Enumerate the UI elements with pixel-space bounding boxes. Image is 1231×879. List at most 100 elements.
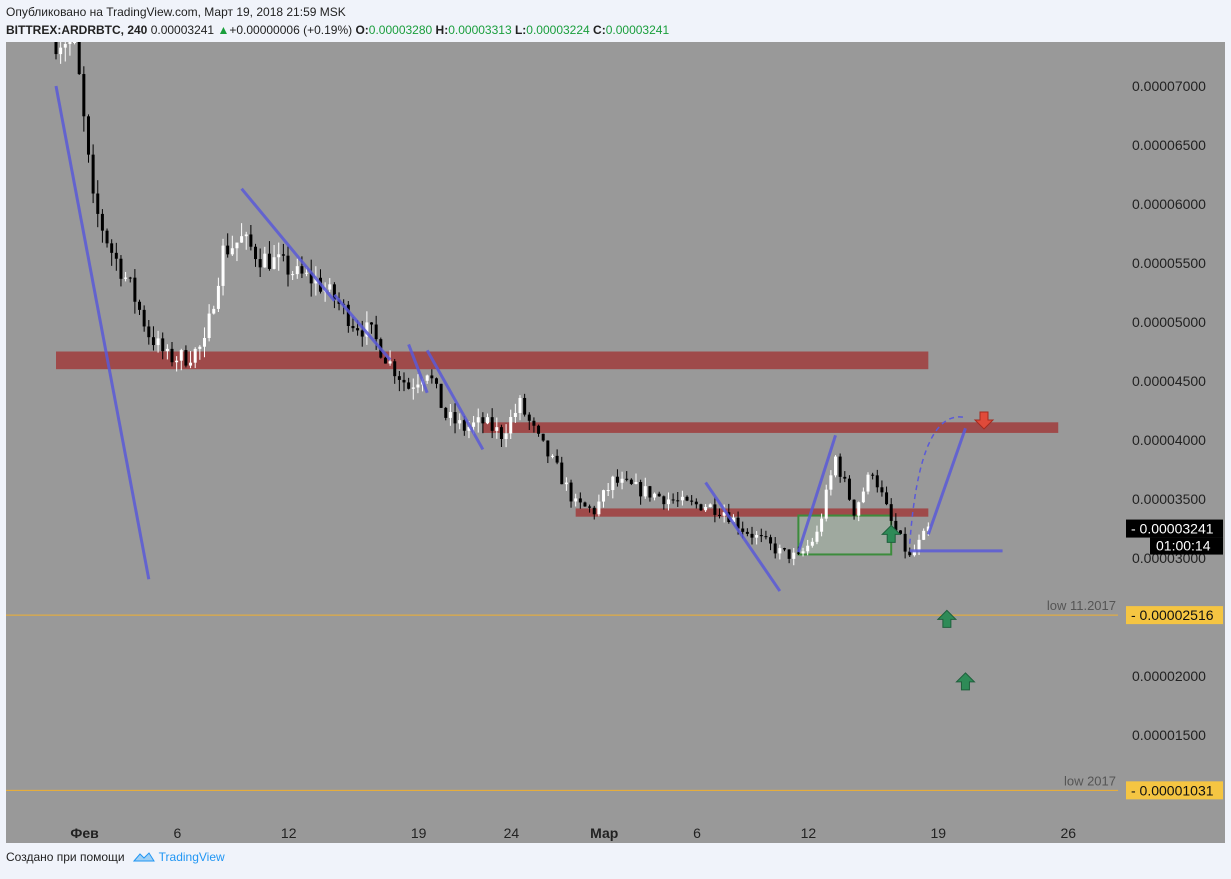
- candle-body: [416, 384, 420, 388]
- candle-body: [885, 492, 889, 505]
- candle-body: [838, 456, 842, 477]
- candle-body: [110, 243, 114, 253]
- candle-body: [439, 383, 443, 408]
- support-line-label-1: low 2017: [1064, 773, 1116, 788]
- candle-body: [782, 548, 786, 550]
- candle-body: [179, 350, 183, 361]
- price-axis[interactable]: [1118, 42, 1225, 843]
- candle-body: [889, 504, 893, 521]
- candle-body: [365, 322, 369, 337]
- candle-body: [694, 501, 698, 505]
- candle-body: [759, 535, 763, 537]
- candle-body: [309, 272, 313, 284]
- candle-body: [388, 361, 392, 364]
- candle-body: [263, 253, 267, 268]
- x-tick-label: 24: [504, 825, 520, 841]
- candle-body: [119, 258, 123, 279]
- candle-body: [114, 252, 118, 259]
- x-tick-label: Фев: [70, 825, 99, 841]
- trendline-6: [796, 434, 837, 553]
- candle-body: [829, 475, 833, 490]
- trendline-4: [425, 349, 485, 451]
- candle-body: [286, 255, 290, 275]
- tradingview-brand[interactable]: TradingView: [132, 850, 225, 864]
- candle-body: [142, 309, 146, 327]
- candle-body: [843, 476, 847, 479]
- ohlc-line: BITTREX:ARDRBTC, 240 0.00003241 ▲+0.0000…: [6, 21, 669, 39]
- candle-body: [73, 42, 77, 43]
- candle-body: [212, 308, 216, 314]
- candle-body: [861, 491, 865, 503]
- candle-body: [787, 549, 791, 559]
- candle-body: [685, 496, 689, 501]
- low-value: 0.00003224: [526, 23, 590, 37]
- candle-body: [796, 552, 800, 554]
- candle-body: [499, 427, 503, 439]
- resistance-zone-0: [56, 351, 929, 370]
- plot-area[interactable]: [6, 42, 1118, 843]
- x-tick-label: 12: [281, 825, 297, 841]
- candle-body: [397, 376, 401, 380]
- y-tick-label: 0.00003500: [1132, 491, 1206, 507]
- candle-body: [82, 74, 86, 117]
- candle-body: [908, 551, 912, 556]
- candle-body: [161, 338, 165, 352]
- price-change: +0.00000006 (+0.19%): [229, 23, 353, 37]
- chart-area[interactable]: low 11.2017 - 0.00002516 low 2017 - 0.00001…: [6, 42, 1225, 843]
- chart-header: Опубликовано на TradingView.com, Март 19…: [6, 3, 669, 39]
- candle-body: [147, 326, 151, 338]
- candle-body: [490, 417, 494, 431]
- candle-body: [198, 346, 202, 349]
- tradingview-logo-icon: [132, 852, 155, 862]
- candle-body: [486, 417, 490, 424]
- countdown-tag: [1150, 537, 1223, 555]
- candle-body: [458, 420, 462, 424]
- created-with-label: Создано при помощи: [6, 850, 125, 864]
- candle-body: [574, 498, 578, 502]
- countdown-label: 01:00:14: [1156, 538, 1211, 554]
- candle-body: [254, 246, 258, 260]
- candle-body: [221, 245, 225, 286]
- candle-body: [202, 337, 206, 347]
- candle-body: [820, 518, 824, 532]
- candle-body: [96, 193, 100, 214]
- candle-body: [550, 455, 554, 457]
- y-tick-label: 0.00004500: [1132, 373, 1206, 389]
- candle-body: [300, 266, 304, 274]
- y-tick-label: 0.00006000: [1132, 196, 1206, 212]
- candle-body: [620, 478, 624, 483]
- candle-body: [810, 541, 814, 546]
- y-tick-label: 0.00005000: [1132, 314, 1206, 330]
- candle-body: [625, 478, 629, 480]
- y-tick-label: 0.00006500: [1132, 137, 1206, 153]
- candle-body: [532, 420, 536, 426]
- resistance-zone-1: [482, 422, 1059, 433]
- candle-body: [834, 456, 838, 476]
- candle-body: [755, 535, 759, 538]
- candle-body: [680, 496, 684, 501]
- candle-body: [370, 322, 374, 325]
- candle-body: [393, 361, 397, 377]
- candle-body: [504, 433, 508, 439]
- candle-body: [699, 504, 703, 511]
- candle-body: [527, 414, 531, 421]
- candle-body: [741, 528, 745, 532]
- candle-body: [272, 257, 276, 269]
- candle-body: [912, 550, 916, 556]
- candle-body: [815, 531, 819, 542]
- candle-body: [226, 245, 230, 255]
- candle-body: [175, 360, 179, 363]
- candle-body: [249, 234, 253, 247]
- candle-body: [903, 533, 907, 552]
- candle-body: [648, 486, 652, 498]
- up-arrow-icon: ▲: [217, 23, 230, 37]
- candle-body: [509, 417, 513, 434]
- candle-body: [189, 362, 193, 366]
- candle-body: [597, 501, 601, 515]
- candle-body: [63, 44, 67, 48]
- candle-body: [281, 254, 285, 256]
- candle-body: [448, 412, 452, 418]
- candle-body: [578, 498, 582, 503]
- candle-body: [425, 375, 429, 381]
- candle-body: [666, 499, 670, 505]
